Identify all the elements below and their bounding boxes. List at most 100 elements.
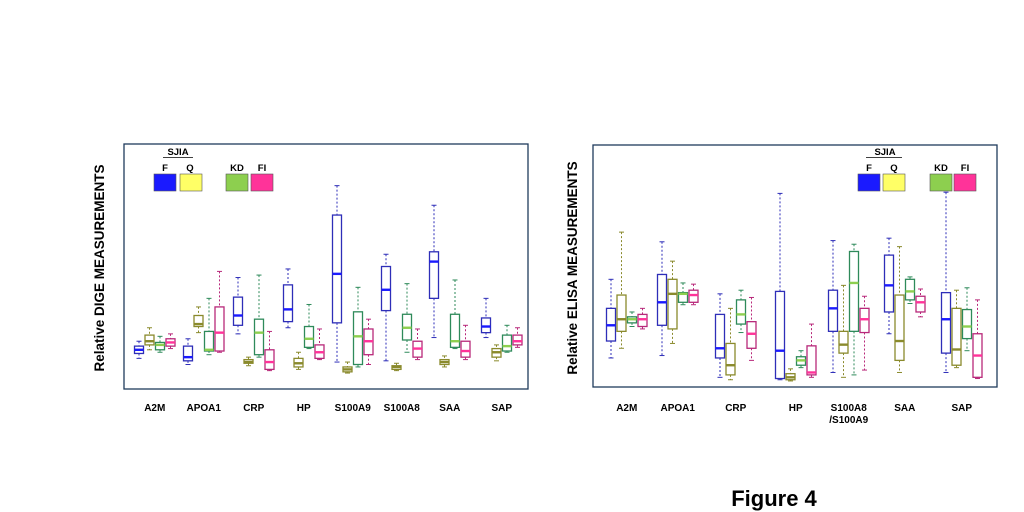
dige-category-label-hp: HP <box>297 403 311 414</box>
elisa-box-a2m-q <box>616 231 627 349</box>
box-iqr <box>951 307 962 366</box>
box-iqr <box>616 294 627 332</box>
box-iqr <box>501 334 513 352</box>
box-iqr <box>838 330 849 354</box>
box-iqr <box>193 314 204 328</box>
elisa-legend-group-title: SJIA <box>874 147 895 158</box>
box-iqr <box>428 251 440 300</box>
box-iqr <box>182 345 194 362</box>
elisa-category-labels: A2M APOA1 CRP HP S100A8/S100A9 SAA SAP <box>616 403 972 426</box>
elisa-plot-frame <box>592 144 998 388</box>
elisa-box-a2m-kd <box>626 311 638 327</box>
box-iqr <box>380 265 392 312</box>
dige-category-label-saa: SAA <box>439 403 460 414</box>
elisa-box-saa-kd <box>904 276 916 305</box>
dige-plot-frame <box>123 143 529 390</box>
elisa-legend-label-q: Q <box>890 163 897 174</box>
elisa-category-label-apoa1: APOA1 <box>661 403 696 414</box>
box-iqr <box>232 296 244 326</box>
dige-box-s100a8-f <box>380 253 392 362</box>
figure-label: Figure 4 <box>731 486 817 511</box>
elisa-legend-swatch-fi <box>953 173 977 192</box>
box-iqr <box>725 342 736 376</box>
box-iqr <box>214 306 225 352</box>
elisa-box-saa-q <box>894 246 905 373</box>
elisa-legend-label-f: F <box>866 163 872 174</box>
box-iqr <box>460 340 471 358</box>
elisa-box-s100a8-s100a9-kd <box>848 243 860 376</box>
dige-legend-swatch-kd <box>225 173 249 192</box>
dige-box-sap-fi <box>512 327 523 348</box>
dige-box-hp-fi <box>314 328 325 361</box>
dige-box-sap-f <box>480 297 492 339</box>
elisa-category-label-s100a8-s100a9: S100A8/S100A9 <box>829 403 868 426</box>
box-iqr <box>203 330 215 352</box>
box-iqr <box>859 307 870 334</box>
elisa-box-a2m-f <box>605 278 617 359</box>
dige-category-label-a2m: A2M <box>144 403 165 414</box>
elisa-legend-label-fi: FI <box>961 163 969 174</box>
elisa-boxplots <box>605 191 983 382</box>
box-iqr <box>848 250 860 332</box>
dige-box-sap-kd <box>501 324 513 353</box>
elisa-box-s100a8-s100a9-f <box>827 240 839 373</box>
box-iqr <box>352 311 364 366</box>
elisa-box-apoa1-kd <box>677 282 689 306</box>
box-iqr <box>688 289 699 303</box>
box-iqr <box>144 334 155 346</box>
elisa-box-s100a8-s100a9-fi <box>859 295 870 371</box>
dige-box-s100a9-q <box>342 361 353 374</box>
box-iqr <box>883 254 895 313</box>
elisa-box-sap-kd <box>961 287 973 352</box>
box-iqr <box>253 318 265 356</box>
dige-legend-swatch-f <box>153 173 177 192</box>
dige-box-saa-fi <box>460 324 471 361</box>
dige-box-apoa1-fi <box>214 270 225 353</box>
elisa-box-crp-fi <box>746 296 757 361</box>
elisa-category-label-crp: CRP <box>725 403 746 414</box>
elisa-legend-swatch-f <box>857 173 881 192</box>
dige-panel: Relative DIGE MEASUREMENTS SJIA F Q KD F… <box>92 143 529 414</box>
box-iqr <box>677 291 689 303</box>
dige-box-hp-kd <box>303 303 315 350</box>
box-iqr <box>264 349 275 371</box>
elisa-box-saa-fi <box>915 288 926 318</box>
dige-category-label-apoa1: APOA1 <box>187 403 222 414</box>
dige-box-crp-kd <box>253 274 265 358</box>
elisa-legend-swatch-q <box>882 173 906 192</box>
elisa-category-label-saa: SAA <box>894 403 915 414</box>
dige-legend-label-q: Q <box>186 163 193 174</box>
box-iqr <box>512 334 523 346</box>
dige-box-crp-q <box>243 356 254 367</box>
dige-box-a2m-q <box>144 327 155 351</box>
dige-box-saa-f <box>428 204 440 339</box>
elisa-box-crp-q <box>725 307 736 381</box>
box-iqr <box>282 284 294 323</box>
elisa-category-label-hp: HP <box>789 403 803 414</box>
dige-box-s100a8-fi <box>412 328 423 361</box>
box-iqr <box>774 290 786 380</box>
dige-box-s100a8-q <box>391 362 402 372</box>
box-iqr <box>449 313 461 348</box>
dige-boxplots <box>133 185 523 374</box>
box-iqr <box>331 214 343 324</box>
dige-legend-swatch-fi <box>250 173 274 192</box>
dige-y-axis-label: Relative DIGE MEASUREMENTS <box>92 164 107 371</box>
dige-box-a2m-fi <box>165 333 176 350</box>
dige-legend-label-kd: KD <box>230 163 244 174</box>
box-iqr <box>904 278 916 301</box>
elisa-legend: SJIA F Q KD FI <box>857 147 977 192</box>
dige-category-label-s100a8: S100A8 <box>384 403 421 414</box>
box-iqr <box>714 313 726 359</box>
dige-category-label-crp: CRP <box>243 403 264 414</box>
dige-box-a2m-kd <box>154 335 166 353</box>
elisa-category-label-sap: SAP <box>951 403 972 414</box>
elisa-box-sap-fi <box>972 299 983 380</box>
elisa-y-axis-label: Relative ELISA MEASUREMENTS <box>565 161 580 374</box>
dige-box-s100a9-fi <box>363 318 374 365</box>
box-iqr <box>746 321 757 349</box>
dige-box-apoa1-f <box>182 338 194 365</box>
elisa-box-crp-f <box>714 293 726 378</box>
elisa-box-hp-q <box>785 368 796 382</box>
